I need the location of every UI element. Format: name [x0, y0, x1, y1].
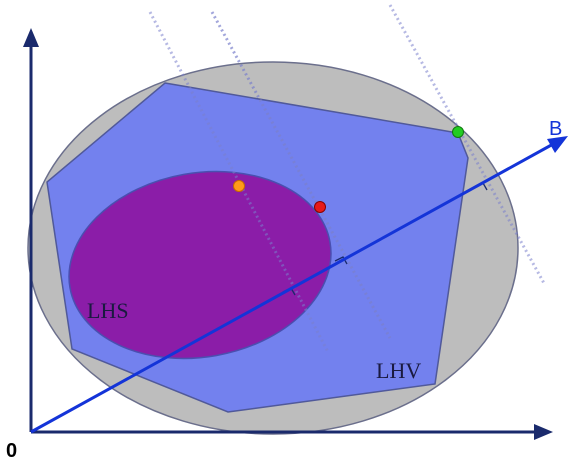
x-axis-arrowhead [534, 424, 553, 440]
red-point [314, 201, 326, 213]
orange-point [233, 180, 245, 192]
direction-vector-arrowhead [547, 136, 568, 153]
direction-label: B [549, 118, 562, 140]
lhv-label: LHV [376, 358, 421, 383]
lhs-label: LHS [87, 298, 129, 323]
lhs-ellipse [68, 170, 332, 360]
direction-vector [30, 141, 556, 434]
support-line-2 [210, 11, 392, 339]
origin-label: 0 [6, 440, 17, 462]
right-angle-marker-2 [334, 256, 348, 265]
green-point [452, 126, 464, 138]
y-axis-arrowhead [23, 28, 39, 47]
support-line-3 [388, 4, 547, 286]
